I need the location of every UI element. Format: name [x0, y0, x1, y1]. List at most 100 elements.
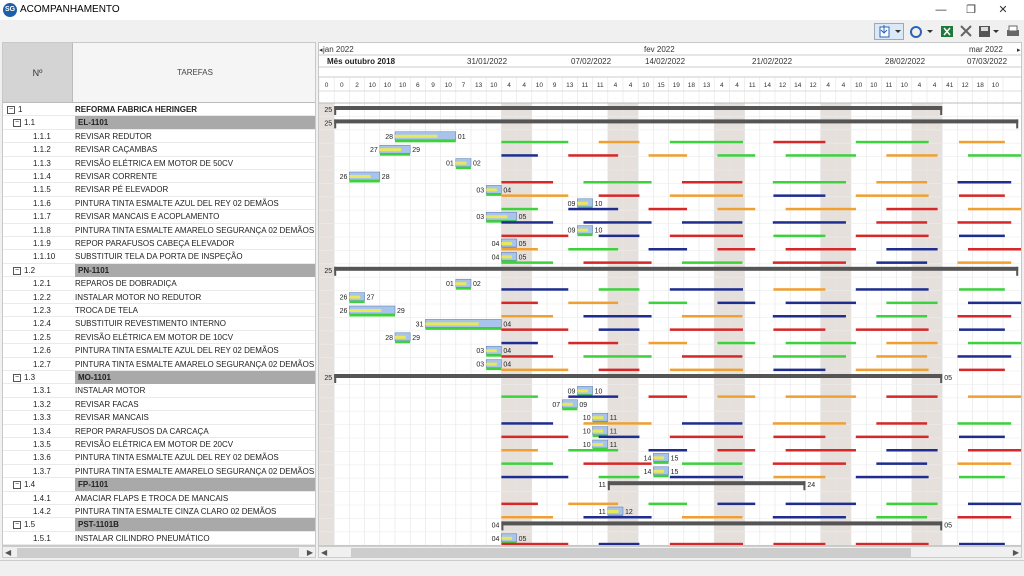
day-date-tick: ·· [903, 96, 905, 100]
task-row[interactable]: 1.1.9 REPOR PARAFUSOS CABEÇA ELEVADOR [3, 237, 315, 251]
day-date-tick: ·· [994, 96, 996, 100]
print-icon[interactable] [1004, 23, 1022, 40]
weekend-column [927, 103, 943, 545]
task-row[interactable]: 1.3.1 INSTALAR MOTOR [3, 384, 315, 398]
gantt-scroll-thumb[interactable] [351, 548, 911, 557]
task-row[interactable]: 1.1.10 SUBSTITUIR TELA DA PORTA DE INSPEÇ… [3, 250, 315, 264]
task-row[interactable]: 1.2.1 REPAROS DE DOBRADIÇA [3, 277, 315, 291]
task-progress [653, 469, 665, 473]
task-start-label: 03 [476, 187, 484, 194]
summary-left-cap [334, 106, 337, 115]
collapse-toggle-icon[interactable]: − [13, 119, 21, 128]
grid-horizontal-scrollbar[interactable]: ◀ ▶ [2, 546, 316, 558]
allocation-line [957, 181, 1012, 184]
task-start-label: 31 [416, 321, 424, 328]
task-row[interactable]: 1.2.5 REVISÃO ELÉTRICA EM MOTOR DE 10CV [3, 331, 315, 345]
allocation-line [886, 301, 938, 305]
task-row[interactable]: 1.3.7 PINTURA TINTA ESMALTE AMARELO SEGUR… [3, 465, 315, 479]
allocation-line [785, 301, 856, 305]
task-start-label: 09 [568, 388, 576, 395]
task-baseline [486, 193, 502, 196]
day-date-tick: ·· [660, 96, 662, 100]
import-icon[interactable] [874, 23, 904, 40]
scroll-right-icon[interactable]: ▶ [306, 548, 313, 557]
task-row[interactable]: 1.2.4 SUBSTITUIR REVESTIMENTO INTERNO [3, 317, 315, 331]
gantt-chart[interactable]: jan 2022 fev 2022 mar 2022 ◂ ▸ Mês outubro 20… [318, 42, 1022, 546]
task-row[interactable]: 1.3.5 REVISÃO ELÉTRICA EM MOTOR DE 20CV [3, 438, 315, 452]
collapse-toggle-icon[interactable]: − [13, 481, 21, 490]
group-row[interactable]: −1.3 MO-1101 [3, 371, 315, 385]
status-bar [0, 560, 1024, 576]
gantt-canvas[interactable]: jan 2022 fev 2022 mar 2022 ◂ ▸ Mês outubro 20… [319, 43, 1022, 546]
allocation-line [583, 221, 652, 224]
task-progress [349, 175, 371, 178]
task-row[interactable]: 1.1.5 REVISAR PÉ ELEVADOR [3, 183, 315, 197]
task-row[interactable]: 1.2.7 PINTURA TINTA ESMALTE AMARELO SEGUR… [3, 358, 315, 371]
group-row[interactable]: −1.5 PST-1101B [3, 518, 315, 532]
group-row[interactable]: −1.1 EL-1101 [3, 116, 315, 130]
summary-bar [607, 481, 806, 486]
task-row[interactable]: 1.2.6 PINTURA TINTA ESMALTE AZUL DEL REY … [3, 344, 315, 358]
row-number-text: 1.2.4 [33, 319, 51, 329]
column-header-tasks[interactable]: TAREFAS [73, 43, 315, 103]
allocation-line [785, 207, 856, 211]
group-row[interactable]: −1.4 FP-1101 [3, 478, 315, 492]
collapse-toggle-icon[interactable]: − [7, 105, 15, 114]
task-row[interactable]: 1.1.1 REVISAR REDUTOR [3, 130, 315, 144]
minimize-icon[interactable]: — [935, 4, 947, 16]
task-row[interactable]: 1.1.7 REVISAR MANCAIS E ACOPLAMENTO [3, 210, 315, 224]
task-row[interactable]: 1.5.1 INSTALAR CILINDRO PNEUMÁTICO [3, 532, 315, 545]
gantt-scroll-right-icon[interactable]: ▶ [1012, 548, 1019, 557]
allocation-line [648, 154, 688, 157]
collapse-toggle-icon[interactable]: − [13, 266, 21, 275]
delete-icon[interactable] [958, 23, 974, 40]
column-header-number[interactable]: Nº [3, 43, 73, 103]
task-start-label: 10 [583, 429, 591, 436]
allocation-line [959, 328, 1005, 331]
day-hours-label: 0 [340, 82, 344, 89]
task-row[interactable]: 1.3.3 REVISAR MANCAIS [3, 411, 315, 425]
task-end-label: 05 [519, 254, 527, 261]
task-end-label: 05 [944, 522, 952, 529]
row-number-text: 1.1.2 [33, 145, 51, 155]
task-row[interactable]: 1.4.2 PINTURA TINTA ESMALTE CINZA CLARO 0… [3, 505, 315, 519]
task-start-label: 26 [340, 295, 348, 302]
task-row[interactable]: 1.1.2 REVISAR CAÇAMBAS [3, 143, 315, 157]
day-hours-label: 4 [735, 82, 739, 89]
task-row[interactable]: 1.1.3 REVISÃO ELÉTRICA EM MOTOR DE 50CV [3, 157, 315, 170]
allocation-line [501, 261, 554, 264]
task-row[interactable]: 1.3.4 REPOR PARAFUSOS DA CARCAÇA [3, 425, 315, 438]
collapse-toggle-icon[interactable]: − [13, 373, 21, 382]
row-number-text: 1.1.1 [33, 131, 51, 141]
row-number: 1.2.2 [7, 291, 73, 304]
task-row[interactable]: 1.3.6 PINTURA TINTA ESMALTE AZUL DEL REY … [3, 451, 315, 465]
close-icon[interactable]: ✕ [998, 4, 1008, 16]
day-date-tick: ·· [447, 96, 449, 100]
grid-scroll-thumb[interactable] [17, 548, 299, 557]
task-end-label: 24 [807, 482, 815, 489]
task-grid: Nº TAREFAS −1 REFORMA FABRICA HERINGER −1.… [2, 42, 316, 546]
task-row[interactable]: 1.2.2 INSTALAR MOTOR NO REDUTOR [3, 291, 315, 304]
task-row[interactable]: 1.1.6 PINTURA TINTA ESMALTE AZUL DEL REY … [3, 197, 315, 211]
day-hours-label: 10 [399, 82, 407, 89]
task-row[interactable]: 1.1.4 REVISAR CORRENTE [3, 170, 315, 184]
scroll-left-icon[interactable]: ◀ [5, 548, 12, 557]
row-number: 1.3.3 [7, 411, 73, 424]
gantt-scroll-left-icon[interactable]: ◀ [321, 548, 328, 557]
task-row[interactable]: 1.2.3 TROCA DE TELA [3, 304, 315, 318]
task-start-label: 03 [476, 362, 484, 369]
excel-export-icon[interactable] [938, 23, 956, 40]
task-row[interactable]: 1.3.2 REVISAR FACAS [3, 398, 315, 412]
save-icon[interactable] [976, 23, 1002, 40]
group-row[interactable]: −1 REFORMA FABRICA HERINGER [3, 103, 315, 117]
group-row[interactable]: −1.2 PN-1101 [3, 263, 315, 278]
refresh-icon[interactable] [906, 23, 936, 40]
gantt-horizontal-scrollbar[interactable]: ◀ ▶ [318, 546, 1022, 558]
task-row[interactable]: 1.1.8 PINTURA TINTA ESMALTE AMARELO SEGUR… [3, 224, 315, 237]
task-row[interactable]: 1.4.1 AMACIAR FLAPS E TROCA DE MANCAIS [3, 492, 315, 505]
summary-right-cap [940, 521, 943, 531]
row-number: −1.4 [7, 478, 73, 491]
collapse-toggle-icon[interactable]: − [13, 521, 21, 530]
row-number-text: 1.3.1 [33, 386, 51, 396]
restore-icon[interactable]: ❐ [966, 4, 976, 16]
